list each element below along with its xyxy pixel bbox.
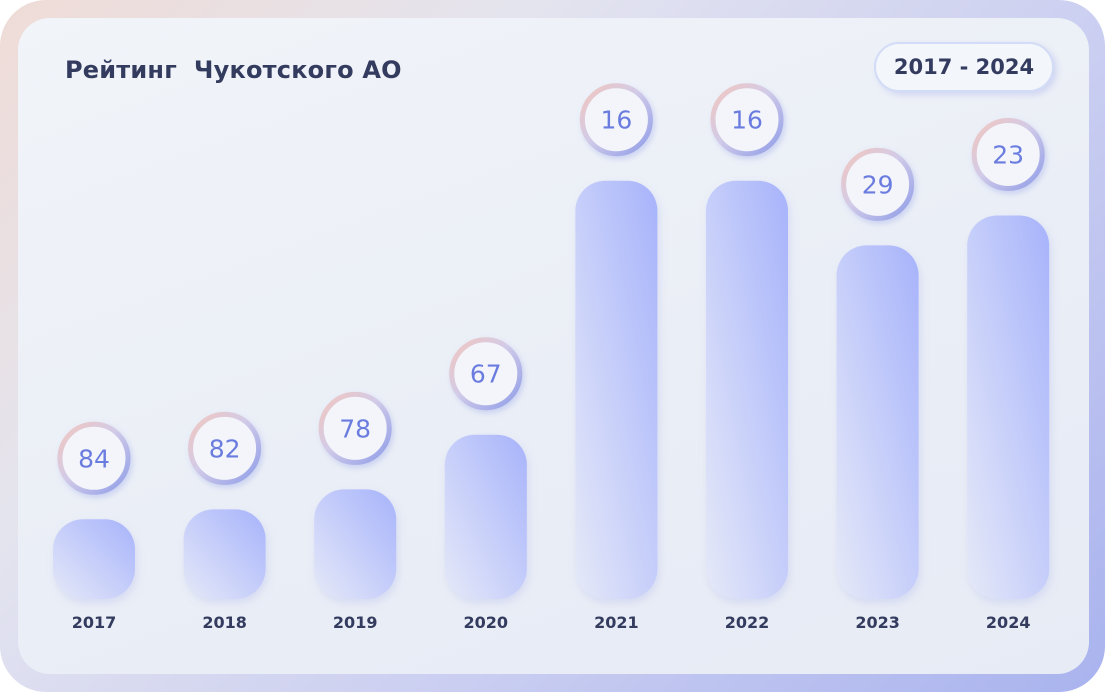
data-label: 16 <box>600 106 632 135</box>
bar-2021 <box>575 180 658 599</box>
x-tick-label: 2018 <box>202 613 247 632</box>
data-label: 82 <box>209 434 241 463</box>
value-badge-2023: 29 <box>841 147 915 221</box>
x-tick-label: 2024 <box>986 613 1031 632</box>
value-badge-2017: 84 <box>57 421 131 495</box>
badge-circle <box>318 391 392 465</box>
bar-2022 <box>706 180 788 599</box>
data-label: 67 <box>470 360 502 389</box>
x-tick-label: 2020 <box>464 613 509 632</box>
x-tick-label: 2019 <box>333 613 378 632</box>
bar-2020 <box>444 434 527 599</box>
x-tick-label: 2022 <box>725 613 770 632</box>
value-badge-2022: 16 <box>710 83 784 157</box>
bar-2023 <box>836 245 919 599</box>
data-label: 23 <box>992 141 1024 170</box>
badge-circle <box>188 411 262 485</box>
period-badge: 2017 - 2024 <box>874 42 1054 92</box>
value-badge-2021: 16 <box>579 83 653 157</box>
data-label: 29 <box>862 170 894 199</box>
bar-2017 <box>53 519 135 599</box>
bar-2019 <box>314 489 397 599</box>
badge-circle <box>579 83 653 157</box>
data-label: 16 <box>731 106 763 135</box>
value-badge-2018: 82 <box>188 411 262 485</box>
value-badge-2024: 23 <box>971 118 1045 191</box>
badge-circle <box>57 421 131 495</box>
data-label: 84 <box>78 444 110 473</box>
x-tick-label: 2017 <box>72 613 117 632</box>
bar-2024 <box>967 215 1050 599</box>
value-badge-2020: 67 <box>449 337 523 411</box>
badge-circle <box>971 118 1045 191</box>
x-tick-label: 2021 <box>594 613 639 632</box>
bar-2018 <box>183 509 266 599</box>
badge-circle <box>841 147 915 221</box>
value-badge-2019: 78 <box>318 391 392 465</box>
badge-circle <box>710 83 784 157</box>
data-label: 78 <box>339 414 371 443</box>
x-tick-label: 2023 <box>855 613 900 632</box>
badge-circle <box>449 337 523 411</box>
chart-title: Рейтинг Чукотского АО <box>65 56 402 84</box>
